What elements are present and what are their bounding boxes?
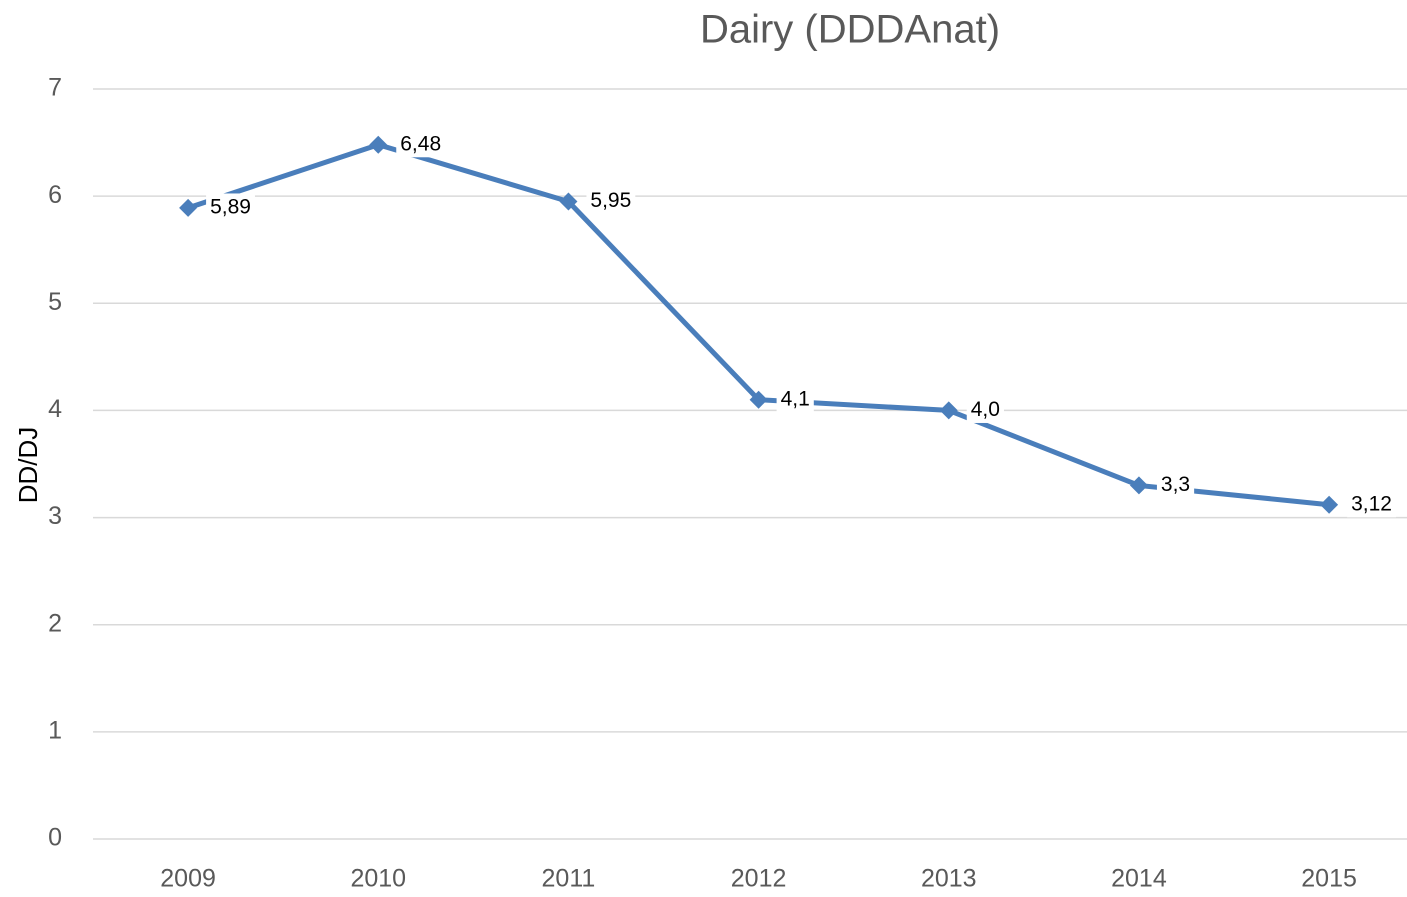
marker <box>179 198 198 217</box>
data-label-bg <box>776 385 814 413</box>
data-label: 6,48 <box>400 132 441 155</box>
data-label: 5,95 <box>590 189 631 212</box>
marker <box>369 135 388 154</box>
data-label: 5,89 <box>210 195 251 218</box>
data-label: 4,0 <box>971 398 1000 421</box>
y-tick-label: 2 <box>48 609 62 637</box>
x-tick-label: 2015 <box>1301 865 1357 893</box>
y-tick-label: 7 <box>48 74 62 102</box>
y-tick-label: 5 <box>48 288 62 316</box>
data-label-bg <box>396 130 446 158</box>
data-label-bg <box>1347 490 1396 518</box>
marker <box>749 390 768 409</box>
marker <box>1320 495 1339 514</box>
y-tick-label: 0 <box>48 824 62 852</box>
chart-title: Dairy (DDDAnat) <box>700 8 1000 52</box>
data-label: 3,3 <box>1161 473 1190 496</box>
y-tick-label: 3 <box>48 502 62 530</box>
x-tick-label: 2013 <box>921 865 977 893</box>
data-label-bg <box>586 187 636 215</box>
marker <box>1129 476 1148 495</box>
x-tick-label: 2010 <box>350 865 406 893</box>
x-tick-label: 2012 <box>731 865 787 893</box>
x-tick-label: 2014 <box>1111 865 1167 893</box>
marker <box>559 192 578 211</box>
data-label: 3,12 <box>1351 492 1392 515</box>
data-label-bg <box>206 193 255 221</box>
data-label-bg <box>966 395 1004 423</box>
y-axis-label: DD/DJ <box>13 427 43 504</box>
y-tick-label: 4 <box>48 395 62 423</box>
data-label: 4,1 <box>781 387 810 410</box>
marker <box>939 401 958 420</box>
y-tick-label: 1 <box>48 716 62 744</box>
y-tick-label: 6 <box>48 181 62 209</box>
x-tick-label: 2009 <box>160 865 216 893</box>
data-label-bg <box>1156 470 1195 498</box>
x-tick-label: 2011 <box>542 865 596 893</box>
